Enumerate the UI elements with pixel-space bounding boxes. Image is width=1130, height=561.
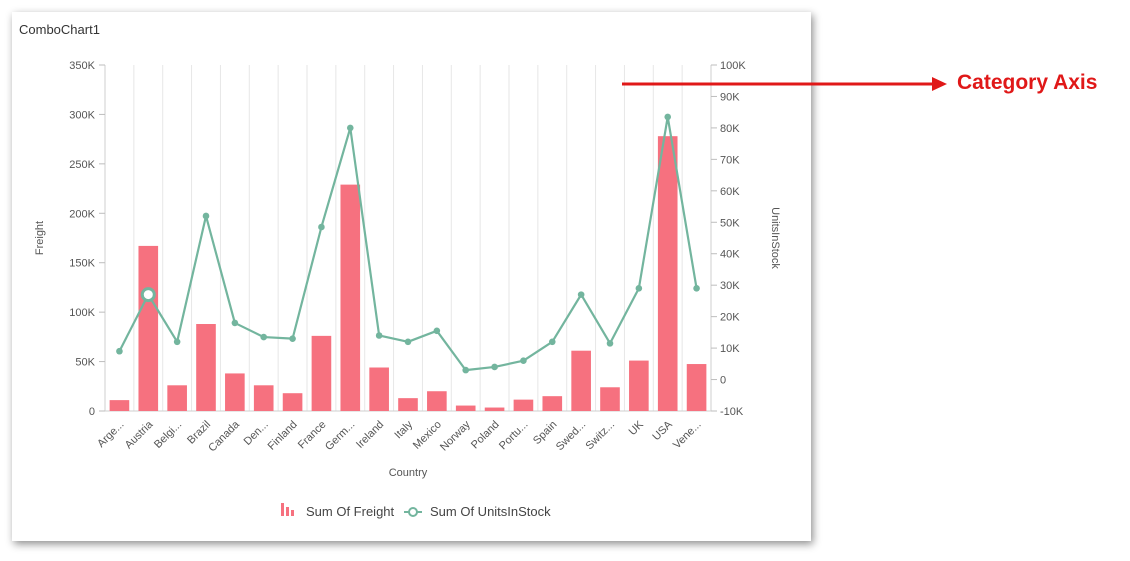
freight-bar (571, 350, 591, 411)
left-axis-tick-label: 50K (75, 357, 95, 369)
left-axis-tick-label: 350K (69, 60, 95, 72)
right-axis-tick-label: 40K (720, 249, 740, 261)
right-axis-tick-label: 20K (720, 312, 740, 324)
freight-legend-icon (281, 503, 284, 516)
combo-chart: 0 50K 100K 150K 200K 250K 300K 350K -10K 0 10K 20K 3… (34, 60, 781, 519)
freight-bar (225, 373, 245, 411)
units-in-stock-point (548, 338, 556, 346)
units-in-stock-point (260, 333, 268, 341)
units-in-stock-point (346, 124, 354, 132)
freight-bar (340, 184, 361, 411)
right-axis-tick-label: 100K (720, 60, 746, 72)
right-axis-title: UnitsInStock (769, 207, 781, 269)
freight-bar (484, 407, 505, 411)
units-in-stock-point (635, 285, 643, 292)
freight-bar (196, 324, 216, 411)
units-in-stock-point (289, 335, 296, 342)
left-axis-tick-label: 100K (69, 307, 95, 319)
left-axis-tick-label: 250K (69, 159, 95, 171)
units-in-stock-point (606, 340, 614, 347)
units-in-stock-point (693, 285, 700, 292)
right-axis-tick-label: 80K (720, 123, 740, 135)
freight-bar (686, 364, 707, 411)
units-in-stock-point (491, 363, 498, 371)
units-in-stock-point (116, 347, 123, 355)
units-in-stock-point (318, 223, 325, 231)
units-in-stock-point (404, 338, 412, 346)
freight-bar (455, 405, 476, 411)
category-axis-title: Country (389, 467, 428, 479)
units-in-stock-point (664, 113, 672, 121)
widget-title: ComboChart1 (19, 22, 100, 37)
units-legend-label: Sum Of UnitsInStock (430, 504, 551, 519)
units-in-stock-point (375, 332, 383, 339)
left-axis-title: Freight (34, 221, 46, 255)
right-axis-tick-label: 60K (720, 186, 740, 198)
right-axis-tick-label: 30K (720, 280, 740, 292)
freight-bar (542, 396, 563, 411)
freight-bar (513, 399, 534, 411)
freight-bar (109, 400, 130, 411)
freight-bar (369, 367, 389, 411)
units-in-stock-point-highlighted (140, 287, 156, 303)
units-in-stock-point (231, 319, 239, 327)
chart-widget: ComboChart1 0 50K 100K 150K 200K 250K 300K 350K… (12, 12, 811, 541)
right-axis-tick-label: 90K (720, 91, 740, 103)
freight-bar (167, 385, 187, 411)
freight-bar (253, 385, 274, 411)
units-in-stock-point (462, 366, 470, 374)
freight-legend-icon (291, 510, 294, 516)
units-in-stock-point (173, 338, 181, 346)
units-legend-icon (408, 507, 418, 517)
right-axis-tick-label: 10K (720, 343, 740, 355)
freight-legend-label: Sum Of Freight (306, 504, 395, 519)
freight-bar (138, 245, 159, 411)
freight-bar (629, 360, 649, 411)
units-in-stock-point (577, 291, 585, 298)
freight-bar (282, 393, 303, 411)
left-axis-tick-label: 300K (69, 109, 95, 121)
right-axis-tick-label: -10K (720, 406, 744, 418)
category-axis-annotation: Category Axis (957, 71, 1098, 94)
right-axis-tick-label: 50K (720, 217, 740, 229)
freight-bar (398, 398, 418, 411)
freight-bar (311, 335, 332, 411)
arrow-head (932, 77, 947, 91)
left-axis-tick-label: 200K (69, 208, 95, 220)
freight-bar (657, 136, 678, 412)
freight-bar (600, 387, 620, 411)
units-in-stock-point (520, 357, 527, 364)
freight-bar (427, 391, 447, 411)
left-axis-tick-label: 0 (89, 406, 95, 418)
right-axis-tick-label: 70K (720, 154, 740, 166)
units-in-stock-point (433, 327, 441, 335)
left-axis-tick-label: 150K (69, 258, 95, 270)
freight-legend-icon (286, 507, 289, 516)
right-axis-tick-label: 0 (720, 375, 726, 387)
units-in-stock-point (202, 212, 210, 220)
